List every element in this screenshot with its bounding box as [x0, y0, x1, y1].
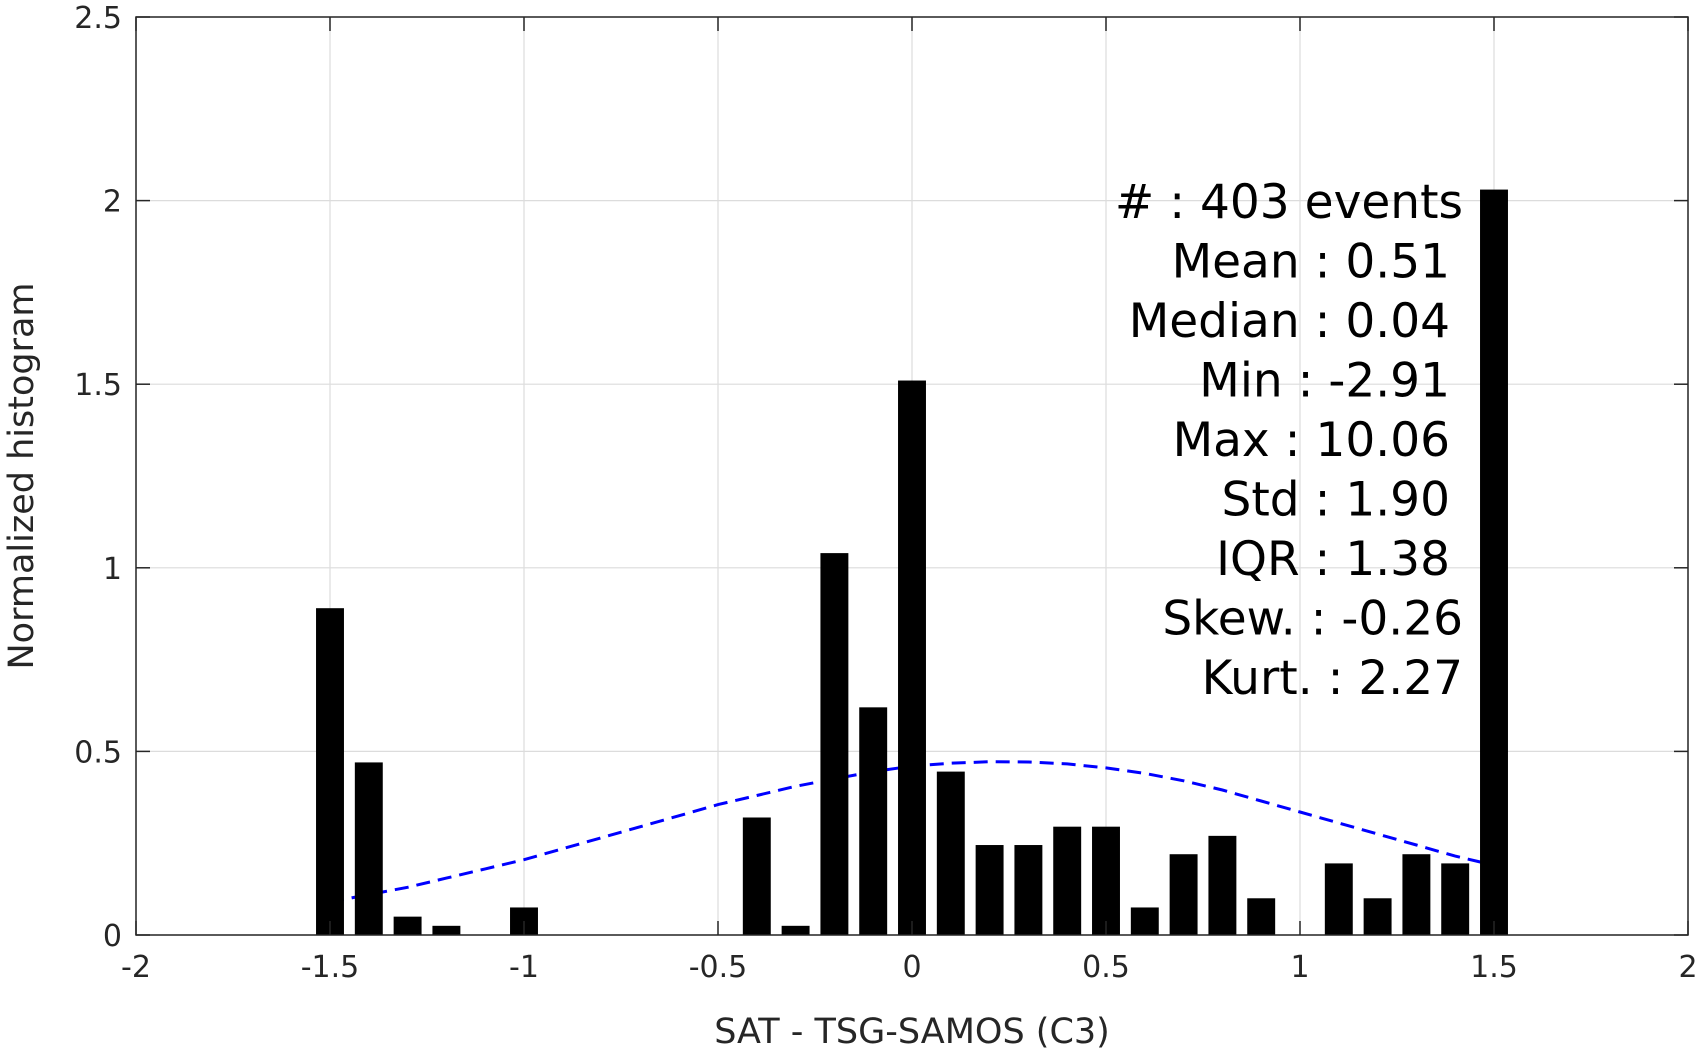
x-tick-label: 1 [1290, 950, 1309, 985]
x-tick-label: 2 [1678, 950, 1697, 985]
bars [316, 189, 1508, 936]
histogram-bar [936, 771, 965, 935]
x-tick-label: 0.5 [1082, 950, 1130, 985]
histogram-bar [898, 380, 926, 935]
histogram-bar [1247, 898, 1276, 935]
histogram-bar [316, 608, 344, 935]
stats-line: Mean : 0.51 [1172, 235, 1450, 290]
histogram-bar [1053, 826, 1082, 935]
stats-line: # : 403 events [1115, 175, 1463, 230]
x-tick-label: -1 [509, 950, 539, 985]
y-tick-label: 0 [103, 919, 122, 954]
histogram-bar [1441, 863, 1470, 935]
stats-line: Skew. : -0.26 [1162, 592, 1463, 647]
histogram-bar [742, 817, 771, 935]
histogram-bar [1014, 845, 1043, 935]
stats-line: Median : 0.04 [1129, 294, 1450, 349]
histogram-bar [975, 845, 1004, 935]
y-tick-label: 0.5 [74, 735, 122, 770]
x-tick-labels: -2 -1.5 -1 -0.5 0 0.5 1 1.5 2 [121, 950, 1698, 985]
histogram-bar [1092, 826, 1120, 935]
stats-line: Min : -2.91 [1199, 354, 1450, 409]
histogram-bar [859, 707, 888, 935]
axes [135, 16, 1689, 936]
stats-line: Kurt. : 2.27 [1202, 651, 1463, 706]
histogram-bar [781, 925, 810, 935]
y-tick-labels: 0 0.5 1 1.5 2 2.5 [74, 1, 122, 954]
histogram-bar [1480, 189, 1508, 936]
histogram-bar [1169, 854, 1198, 935]
x-tick-label: -0.5 [689, 950, 748, 985]
histogram-bar [1130, 907, 1159, 935]
histogram-bar [1208, 835, 1237, 935]
x-tick-label: 1.5 [1470, 950, 1518, 985]
y-tick-label: 2.5 [74, 1, 122, 36]
stats-line: Max : 10.06 [1173, 413, 1450, 468]
histogram-bar [1324, 863, 1353, 935]
stats-line: IQR : 1.38 [1216, 532, 1450, 587]
histogram-bar [1363, 898, 1392, 935]
histogram-bar [1402, 854, 1431, 935]
stats-line: Std : 1.90 [1222, 473, 1450, 528]
y-tick-label: 1 [103, 552, 122, 587]
x-axis-label: SAT - TSG-SAMOS (C3) [714, 1012, 1110, 1052]
x-tick-label: 0 [902, 950, 921, 985]
x-tick-label: -2 [121, 950, 151, 985]
histogram-bar [354, 762, 383, 935]
y-tick-label: 1.5 [74, 368, 122, 403]
histogram-bar [393, 916, 422, 935]
histogram-bar [432, 925, 461, 935]
x-tick-label: -1.5 [301, 950, 360, 985]
y-tick-label: 2 [103, 185, 122, 220]
histogram-bar [820, 553, 849, 935]
y-axis-label: Normalized histogram [2, 282, 42, 669]
